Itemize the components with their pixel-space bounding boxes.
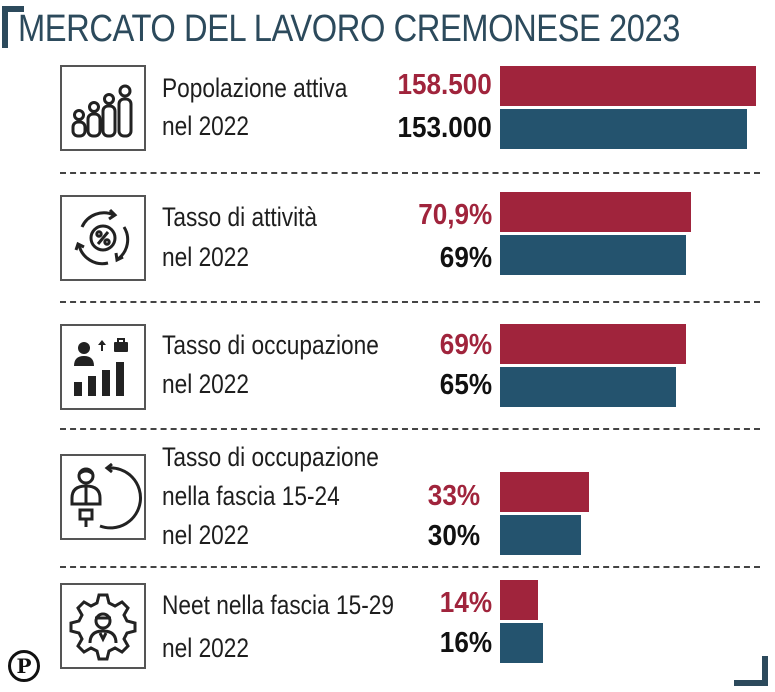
row-label-line: nel 2022 [162, 369, 250, 399]
bar-2023 [500, 580, 538, 620]
value-label-2022: 69% [439, 242, 492, 274]
bar-2023 [500, 192, 691, 232]
title-corner-mark [2, 6, 24, 48]
gear-person-icon [60, 583, 146, 669]
value-label-2022: 16% [439, 627, 492, 659]
value-label-2022: 30% [427, 520, 480, 552]
bar-2022 [500, 623, 543, 663]
row-label-line: Tasso di attività [162, 202, 318, 232]
young-worker-icon [60, 454, 146, 540]
value-label-2022: 65% [439, 369, 492, 401]
bar-2023 [500, 324, 686, 364]
percent-cycle-icon [60, 195, 146, 281]
row-divider [60, 428, 760, 430]
bar-2023 [500, 472, 589, 512]
bar-2022 [500, 515, 581, 555]
bar-2022 [500, 367, 676, 407]
employment-growth-icon [60, 324, 146, 410]
value-label-2023: 69% [439, 329, 492, 361]
publisher-logo: P [8, 650, 40, 682]
bar-2022 [500, 109, 747, 149]
row-label-line: nel 2022 [162, 242, 250, 272]
value-label-2023: 33% [427, 480, 480, 512]
value-label-2022: 153.000 [397, 112, 492, 144]
value-label-2023: 70,9% [417, 199, 492, 231]
population-icon [60, 65, 146, 151]
row-divider [60, 172, 760, 174]
row-label-line: nel 2022 [162, 633, 250, 663]
row-label-line: nel 2022 [162, 111, 250, 141]
row-label-line: Popolazione attiva [162, 73, 348, 103]
value-label-2023: 158.500 [397, 69, 492, 101]
row-label-line: nella fascia 15-24 [162, 481, 340, 511]
chart-title: MERCATO DEL LAVORO CREMONESE 2023 [18, 8, 680, 50]
bottom-corner-mark [734, 656, 768, 686]
row-label-line: nel 2022 [162, 520, 250, 550]
row-label-line: Neet nella fascia 15-29 [162, 590, 394, 620]
row-label-line: Tasso di occupazione [162, 330, 379, 360]
row-divider [60, 301, 760, 303]
bar-2022 [500, 235, 686, 275]
value-label-2023: 14% [439, 587, 492, 619]
bar-2023 [500, 66, 756, 106]
row-divider [60, 566, 760, 568]
row-label-line: Tasso di occupazione [162, 442, 379, 472]
